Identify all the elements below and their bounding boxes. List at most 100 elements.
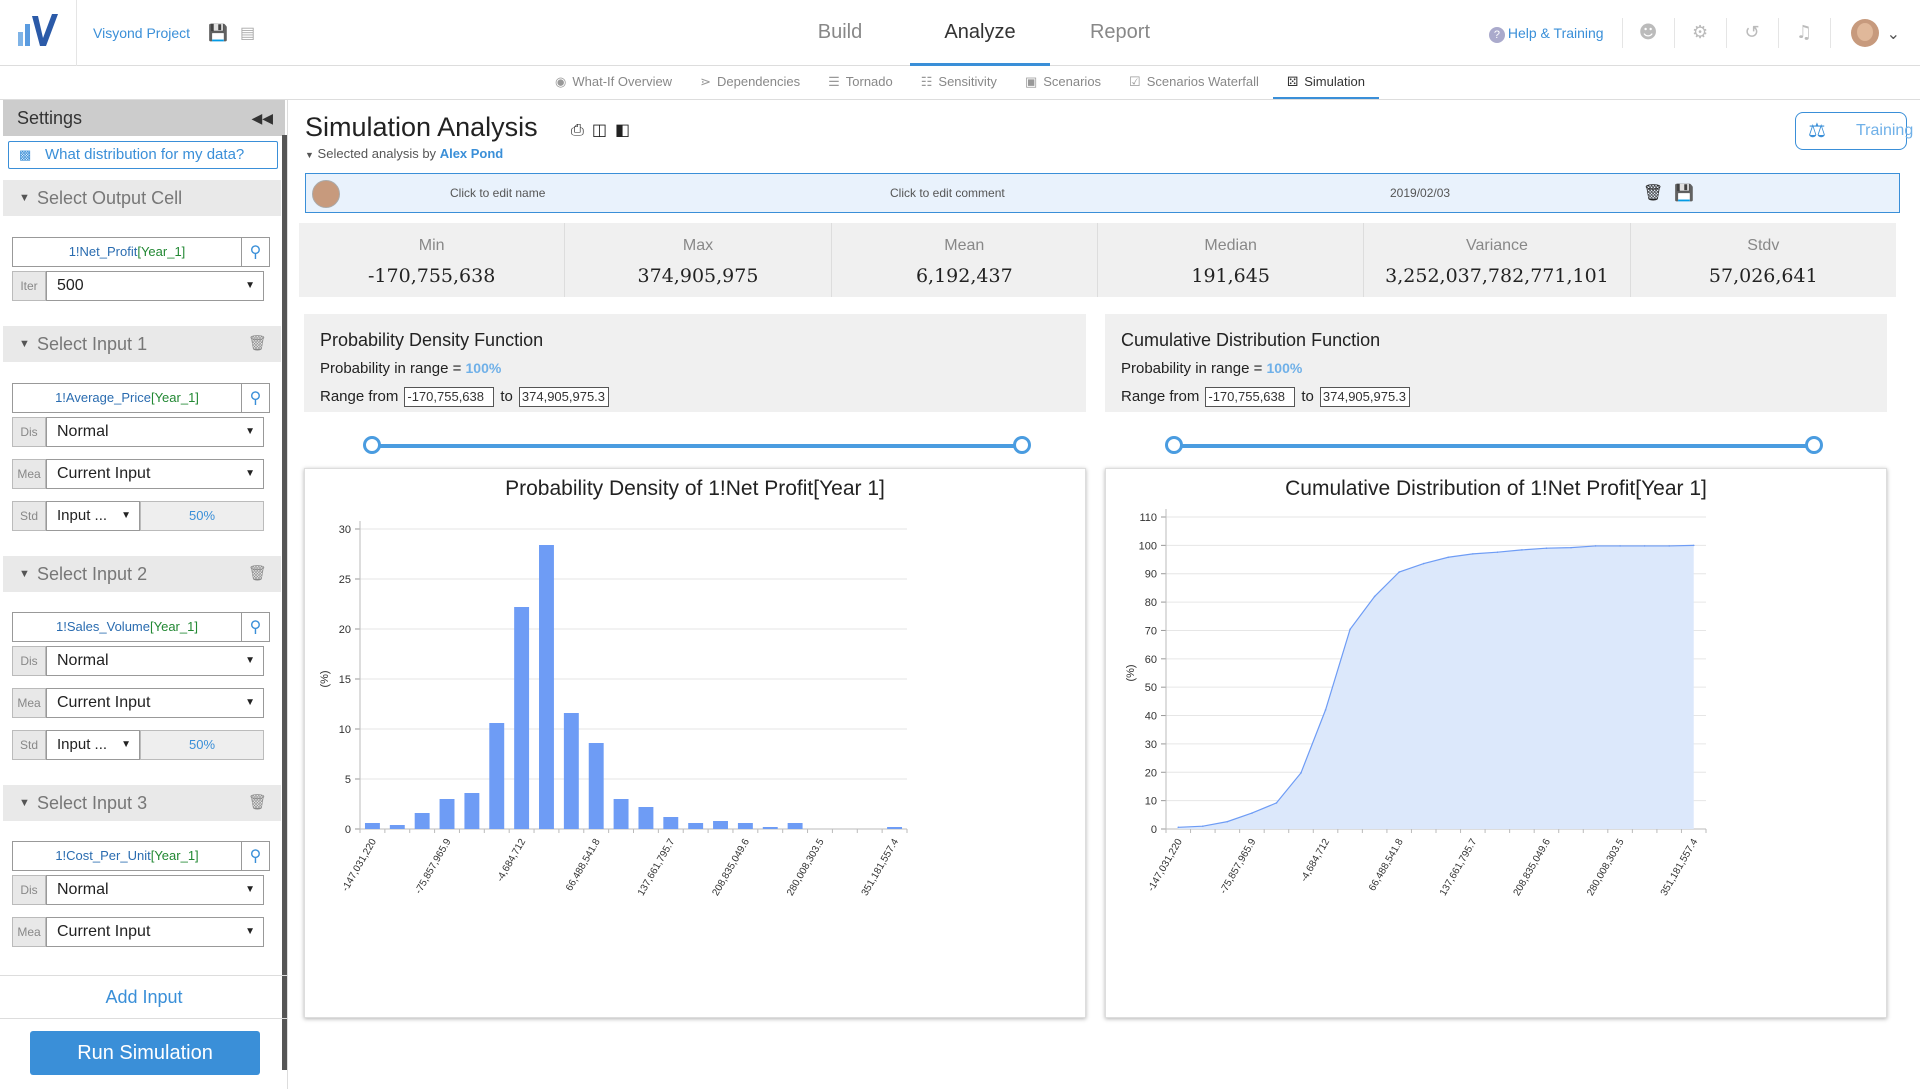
search-icon[interactable]: ⚲ <box>242 237 270 267</box>
cdf-point <box>1521 549 1523 551</box>
input-2-section[interactable]: ▼ Select Input 2 🗑 <box>3 556 281 592</box>
subnav-scenarios-waterfall[interactable]: ☑ Scenarios Waterfall <box>1115 66 1273 99</box>
pdf-chart-svg: 0 5 10 15 20 25 30 (%) -147,031,220 -75,857,965.9… <box>319 521 908 898</box>
mean-select[interactable]: Current Input ▼ <box>46 917 264 947</box>
prob-value: 100% <box>1266 360 1303 376</box>
bell-icon[interactable]: ♫ <box>1779 18 1831 48</box>
edit-name-field[interactable]: Click to edit name <box>450 186 546 200</box>
stat-median: Median 191,645 <box>1098 223 1365 297</box>
panel-icon[interactable]: ◧ <box>614 120 639 139</box>
subnav-simulation[interactable]: ⚄ Simulation <box>1272 66 1379 99</box>
caret-down-icon: ▼ <box>305 150 314 160</box>
user-settings-icon[interactable]: ☻ <box>1623 18 1675 48</box>
stat-min: Min -170,755,638 <box>299 223 566 297</box>
cell-index: [Year_1] <box>150 619 198 634</box>
mea-label: Mea <box>12 459 46 489</box>
add-input-button[interactable]: Add Input <box>0 975 288 1019</box>
tab-analyze[interactable]: Analyze <box>910 0 1050 66</box>
cdf-range-slider[interactable] <box>1174 444 1814 448</box>
search-icon[interactable]: ⚲ <box>242 841 270 871</box>
project-name[interactable]: Visyond Project <box>93 25 191 41</box>
mean-select[interactable]: Current Input ▼ <box>46 459 264 489</box>
tornado-icon: ☰ <box>828 74 840 89</box>
save-as-icon[interactable]: ▤ <box>239 25 256 42</box>
trash-icon[interactable]: 🗑 <box>1643 185 1664 202</box>
collapse-icon[interactable]: ◀◀ <box>251 110 273 126</box>
input-3-cell-field[interactable]: 1!Cost_Per_Unit[Year_1] <box>12 841 242 871</box>
std-percent-field[interactable]: 50% <box>140 730 264 760</box>
input-3-section[interactable]: ▼ Select Input 3 🗑 <box>3 785 281 821</box>
input-1-section[interactable]: ▼ Select Input 1 🗑 <box>3 326 281 362</box>
training-button[interactable]: ⚖ Training <box>1795 112 1913 150</box>
image-icon: ▣ <box>1024 74 1038 89</box>
dropdown-arrow-icon: ▼ <box>245 655 255 666</box>
print-icon[interactable]: ⎙ <box>571 120 592 139</box>
std-select[interactable]: Input ... ▼ <box>46 501 140 531</box>
chevron-down-icon[interactable]: ⌄ <box>1886 23 1900 43</box>
export-icon[interactable]: ◫ <box>591 120 615 139</box>
cdf-slider-max-handle[interactable] <box>1805 436 1823 454</box>
histogram-bar <box>514 607 530 829</box>
save-icon[interactable]: 💾 <box>208 25 228 42</box>
history-icon[interactable]: ↺ <box>1727 18 1779 48</box>
cell-name: Average_Price <box>65 390 151 405</box>
distribution-select[interactable]: Normal ▼ <box>46 875 264 905</box>
settings-header: Settings ◀◀ <box>3 100 285 136</box>
help-training-link[interactable]: ? Help & Training <box>1488 18 1623 48</box>
edit-comment-field[interactable]: Click to edit comment <box>890 186 1005 200</box>
trash-icon[interactable]: 🗑 <box>247 565 267 582</box>
search-icon[interactable]: ⚲ <box>242 383 270 413</box>
output-cell-section[interactable]: ▼ Select Output Cell <box>3 180 281 216</box>
trash-icon[interactable]: 🗑 <box>247 335 267 352</box>
std-percent-field[interactable]: 50% <box>140 501 264 531</box>
subnav-sensitivity[interactable]: ☷ Sensitivity <box>907 66 1011 99</box>
avatar[interactable] <box>1850 19 1879 47</box>
input-1-cell-field[interactable]: 1!Average_Price[Year_1] <box>12 383 242 413</box>
x-tick-label: 351,181,557.4 <box>1659 837 1701 898</box>
range-label: Range from <box>1121 387 1200 405</box>
range-from-input[interactable]: -170,755,638 <box>404 387 495 407</box>
distribution-value: Normal <box>57 423 109 440</box>
subnav-dependencies[interactable]: ⋗ Dependencies <box>686 66 814 99</box>
x-tick-label: 137,661,795.7 <box>636 837 678 898</box>
tab-build[interactable]: Build <box>817 21 863 43</box>
distribution-help-button[interactable]: ▩ What distribution for my data? <box>8 141 278 169</box>
range-from-input[interactable]: -170,755,638 <box>1205 387 1296 407</box>
histogram-bar <box>364 823 380 829</box>
trash-icon[interactable]: 🗑 <box>247 794 267 811</box>
y-tick-label: 50 <box>1145 682 1157 694</box>
cdf-slider-min-handle[interactable] <box>1165 436 1183 454</box>
iterations-select[interactable]: 500 ▼ <box>46 271 264 301</box>
std-select[interactable]: Input ... ▼ <box>46 730 140 760</box>
selected-by[interactable]: ▼ Selected analysis by Alex Pond <box>305 146 503 161</box>
y-tick-label: 70 <box>1145 625 1157 637</box>
output-cell-field[interactable]: 1!Net_Profit[Year_1] <box>12 237 242 267</box>
run-simulation-button[interactable]: Run Simulation <box>30 1031 260 1075</box>
range-to-input[interactable]: 374,905,975.3 <box>1319 387 1410 407</box>
stat-value: 57,026,641 <box>1708 265 1818 287</box>
top-bar: Visyond Project 💾 ▤ Build Analyze Report… <box>0 0 1920 66</box>
distribution-select[interactable]: Normal ▼ <box>46 646 264 676</box>
histogram-bar <box>464 793 480 829</box>
tab-report[interactable]: Report <box>1089 21 1151 43</box>
sidebar-scrollbar[interactable] <box>282 135 287 1070</box>
dis-label: Dis <box>12 875 46 905</box>
pdf-slider-max-handle[interactable] <box>1013 436 1031 454</box>
distribution-select[interactable]: Normal ▼ <box>46 417 264 447</box>
subnav-tornado[interactable]: ☰ Tornado <box>814 66 907 99</box>
subnav-what-if-overview[interactable]: ◉ What-If Overview <box>541 66 686 99</box>
dis-label: Dis <box>12 646 46 676</box>
visyond-logo[interactable] <box>14 10 62 50</box>
gear-icon[interactable]: ⚙ <box>1675 18 1727 48</box>
mean-select[interactable]: Current Input ▼ <box>46 688 264 718</box>
y-axis-label: (%) <box>319 670 331 687</box>
range-to-input[interactable]: 374,905,975.3 <box>518 387 609 407</box>
save-icon[interactable]: 💾 <box>1674 185 1694 202</box>
y-tick-label: 5 <box>345 774 351 786</box>
subnav-label: Simulation <box>1304 74 1365 89</box>
pdf-range-slider[interactable] <box>372 444 1022 448</box>
pdf-slider-min-handle[interactable] <box>363 436 381 454</box>
subnav-scenarios[interactable]: ▣ Scenarios <box>1011 66 1115 99</box>
search-icon[interactable]: ⚲ <box>242 612 270 642</box>
input-2-cell-field[interactable]: 1!Sales_Volume[Year_1] <box>12 612 242 642</box>
